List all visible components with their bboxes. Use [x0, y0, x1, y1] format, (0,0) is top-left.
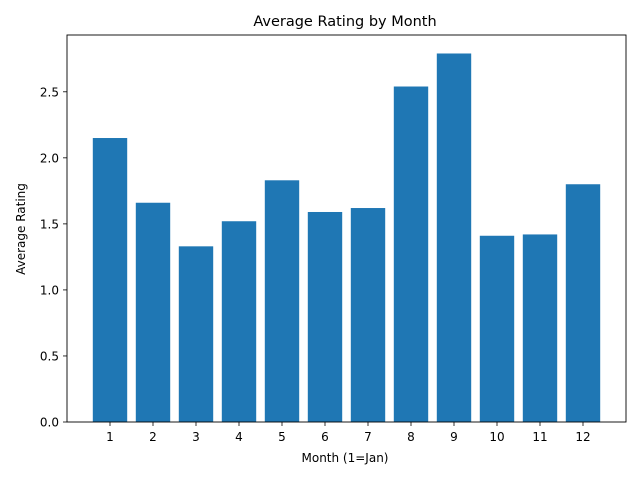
bar-month-1 [92, 138, 128, 422]
bar-series [92, 53, 601, 423]
y-tick-label: 1.0 [40, 283, 59, 297]
bar-month-11 [522, 234, 558, 422]
y-axis-ticks: 0.0 0.5 1.0 1.5 2.0 2.5 [40, 85, 67, 430]
y-tick-label: 2.0 [40, 151, 59, 165]
chart-title: Average Rating by Month [253, 14, 436, 30]
bar-month-5 [264, 180, 300, 422]
y-axis-label: Average Rating [14, 183, 28, 275]
x-tick-label: 10 [489, 430, 504, 444]
y-tick-label: 0.5 [40, 349, 59, 363]
x-tick-label: 3 [192, 430, 200, 444]
bar-month-9 [436, 53, 472, 423]
x-tick-label: 5 [278, 430, 286, 444]
x-tick-label: 7 [364, 430, 372, 444]
plot-frame [66, 34, 627, 423]
x-tick-label: 2 [149, 430, 157, 444]
x-tick-label: 6 [321, 430, 329, 444]
y-tick-label: 0.0 [40, 416, 59, 430]
bar-month-8 [393, 86, 429, 422]
y-tick-label: 2.5 [40, 85, 59, 99]
x-tick-label: 11 [532, 430, 547, 444]
x-axis-ticks: 1 2 3 4 5 6 7 8 9 10 11 12 [106, 422, 591, 444]
bar-month-10 [479, 235, 515, 422]
x-tick-label: 8 [407, 430, 415, 444]
x-tick-label: 9 [450, 430, 458, 444]
bar-month-2 [135, 202, 171, 422]
x-tick-label: 12 [575, 430, 590, 444]
x-tick-label: 1 [106, 430, 114, 444]
bar-month-3 [178, 246, 214, 422]
y-tick-label: 1.5 [40, 217, 59, 231]
x-axis-label: Month (1=Jan) [302, 451, 389, 465]
bar-month-4 [221, 221, 257, 422]
x-tick-label: 4 [235, 430, 243, 444]
bar-month-7 [350, 208, 386, 422]
bar-month-12 [565, 184, 601, 422]
bar-month-6 [307, 211, 343, 422]
